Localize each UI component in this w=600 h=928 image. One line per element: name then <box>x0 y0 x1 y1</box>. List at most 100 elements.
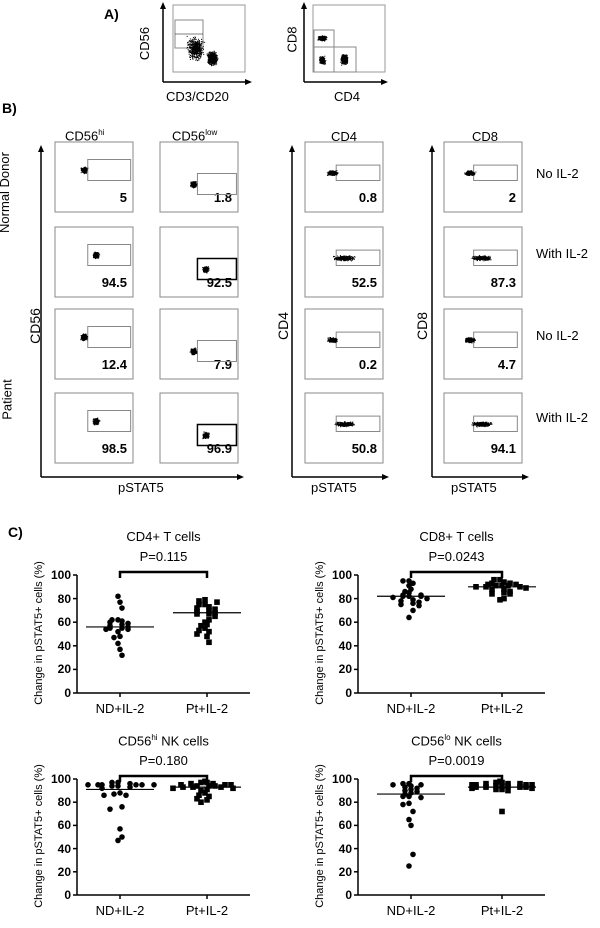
event-dot <box>343 61 345 63</box>
event-dot <box>189 46 191 48</box>
arrow-up-icon <box>301 2 307 9</box>
gate-percentage: 0.8 <box>358 190 377 205</box>
event-dot <box>80 172 82 174</box>
event-dot <box>194 351 196 353</box>
event-dot <box>341 57 343 59</box>
event-dot <box>194 347 196 349</box>
event-dot <box>215 60 217 62</box>
event-dot <box>193 184 195 186</box>
event-dot <box>200 49 202 51</box>
event-dot <box>195 58 197 60</box>
event-dot <box>198 50 200 52</box>
event-dot <box>80 335 82 337</box>
event-dot <box>194 37 196 39</box>
event-dot <box>191 350 193 352</box>
event-dot <box>213 62 215 64</box>
event-dot <box>199 52 201 54</box>
event-dot <box>95 256 97 258</box>
event-dot <box>323 38 325 40</box>
event-dot <box>342 58 344 60</box>
event-dot <box>193 182 195 184</box>
event-dot <box>345 54 347 56</box>
event-dot <box>323 57 325 59</box>
event-dot <box>208 61 210 63</box>
event-dot <box>208 58 210 60</box>
event-dot <box>82 334 84 336</box>
event-dot <box>206 54 208 56</box>
column-header-text: CD56 <box>65 128 99 144</box>
event-dot <box>198 40 200 42</box>
cell-population <box>190 181 198 189</box>
event-dot <box>336 170 338 172</box>
event-dot <box>189 43 191 45</box>
event-dot <box>197 49 199 51</box>
event-dot <box>214 58 216 60</box>
event-dot <box>203 434 205 436</box>
event-dot <box>204 437 206 439</box>
event-dot <box>206 53 208 55</box>
event-dot <box>207 434 209 436</box>
event-dot <box>317 38 319 40</box>
event-dot <box>321 61 323 63</box>
event-dot <box>192 183 194 185</box>
event-dot <box>344 61 346 63</box>
event-dot <box>332 170 334 172</box>
event-dot <box>213 60 215 62</box>
event-dot <box>193 186 195 188</box>
event-dot <box>85 334 87 336</box>
event-dot <box>207 436 209 438</box>
event-dot <box>196 183 198 185</box>
event-dot <box>342 58 344 60</box>
event-dot <box>318 36 320 38</box>
event-dot <box>198 48 200 50</box>
y-tick-label: 20 <box>57 864 71 879</box>
cell-population <box>80 166 89 175</box>
event-dot <box>208 57 210 59</box>
event-dot <box>84 336 86 338</box>
x-tick-label: ND+IL-2 <box>95 903 145 918</box>
event-dot <box>192 54 194 56</box>
cell-population <box>80 333 89 342</box>
event-dot <box>321 39 323 41</box>
event-dot <box>198 50 200 52</box>
event-dot <box>319 57 321 59</box>
event-dot <box>197 52 199 54</box>
event-dot <box>84 339 86 341</box>
event-dot <box>214 52 216 54</box>
event-dot <box>322 38 324 40</box>
event-dot <box>207 54 209 56</box>
event-dot <box>343 60 345 62</box>
event-dot <box>99 420 101 422</box>
event-dot <box>85 338 87 340</box>
event-dot <box>321 63 323 65</box>
event-dot <box>205 270 207 272</box>
event-dot <box>211 62 213 64</box>
event-dot <box>95 418 97 420</box>
event-dot <box>343 56 345 58</box>
event-dot <box>95 254 97 256</box>
y-tick-label: 100 <box>331 772 352 786</box>
event-dot <box>210 58 212 60</box>
event-dot <box>207 266 209 268</box>
event-dot <box>93 423 95 425</box>
event-dot <box>83 169 85 171</box>
event-dot <box>213 57 215 59</box>
event-dot <box>198 55 200 57</box>
event-dot <box>192 349 194 351</box>
event-dot <box>197 55 199 57</box>
event-dot <box>199 49 201 51</box>
event-dot <box>193 48 195 50</box>
cell-population <box>317 35 328 42</box>
event-dot <box>194 349 196 351</box>
chart-title: CD56lo NK cells <box>407 733 507 748</box>
cell-population <box>340 54 349 66</box>
event-dot <box>206 272 208 274</box>
event-dot <box>188 50 190 52</box>
event-dot <box>213 59 215 61</box>
flow-plot-frame <box>54 226 134 298</box>
event-dot <box>201 52 203 54</box>
event-dot <box>345 56 347 58</box>
event-dot <box>341 59 343 61</box>
event-dot <box>209 51 211 53</box>
